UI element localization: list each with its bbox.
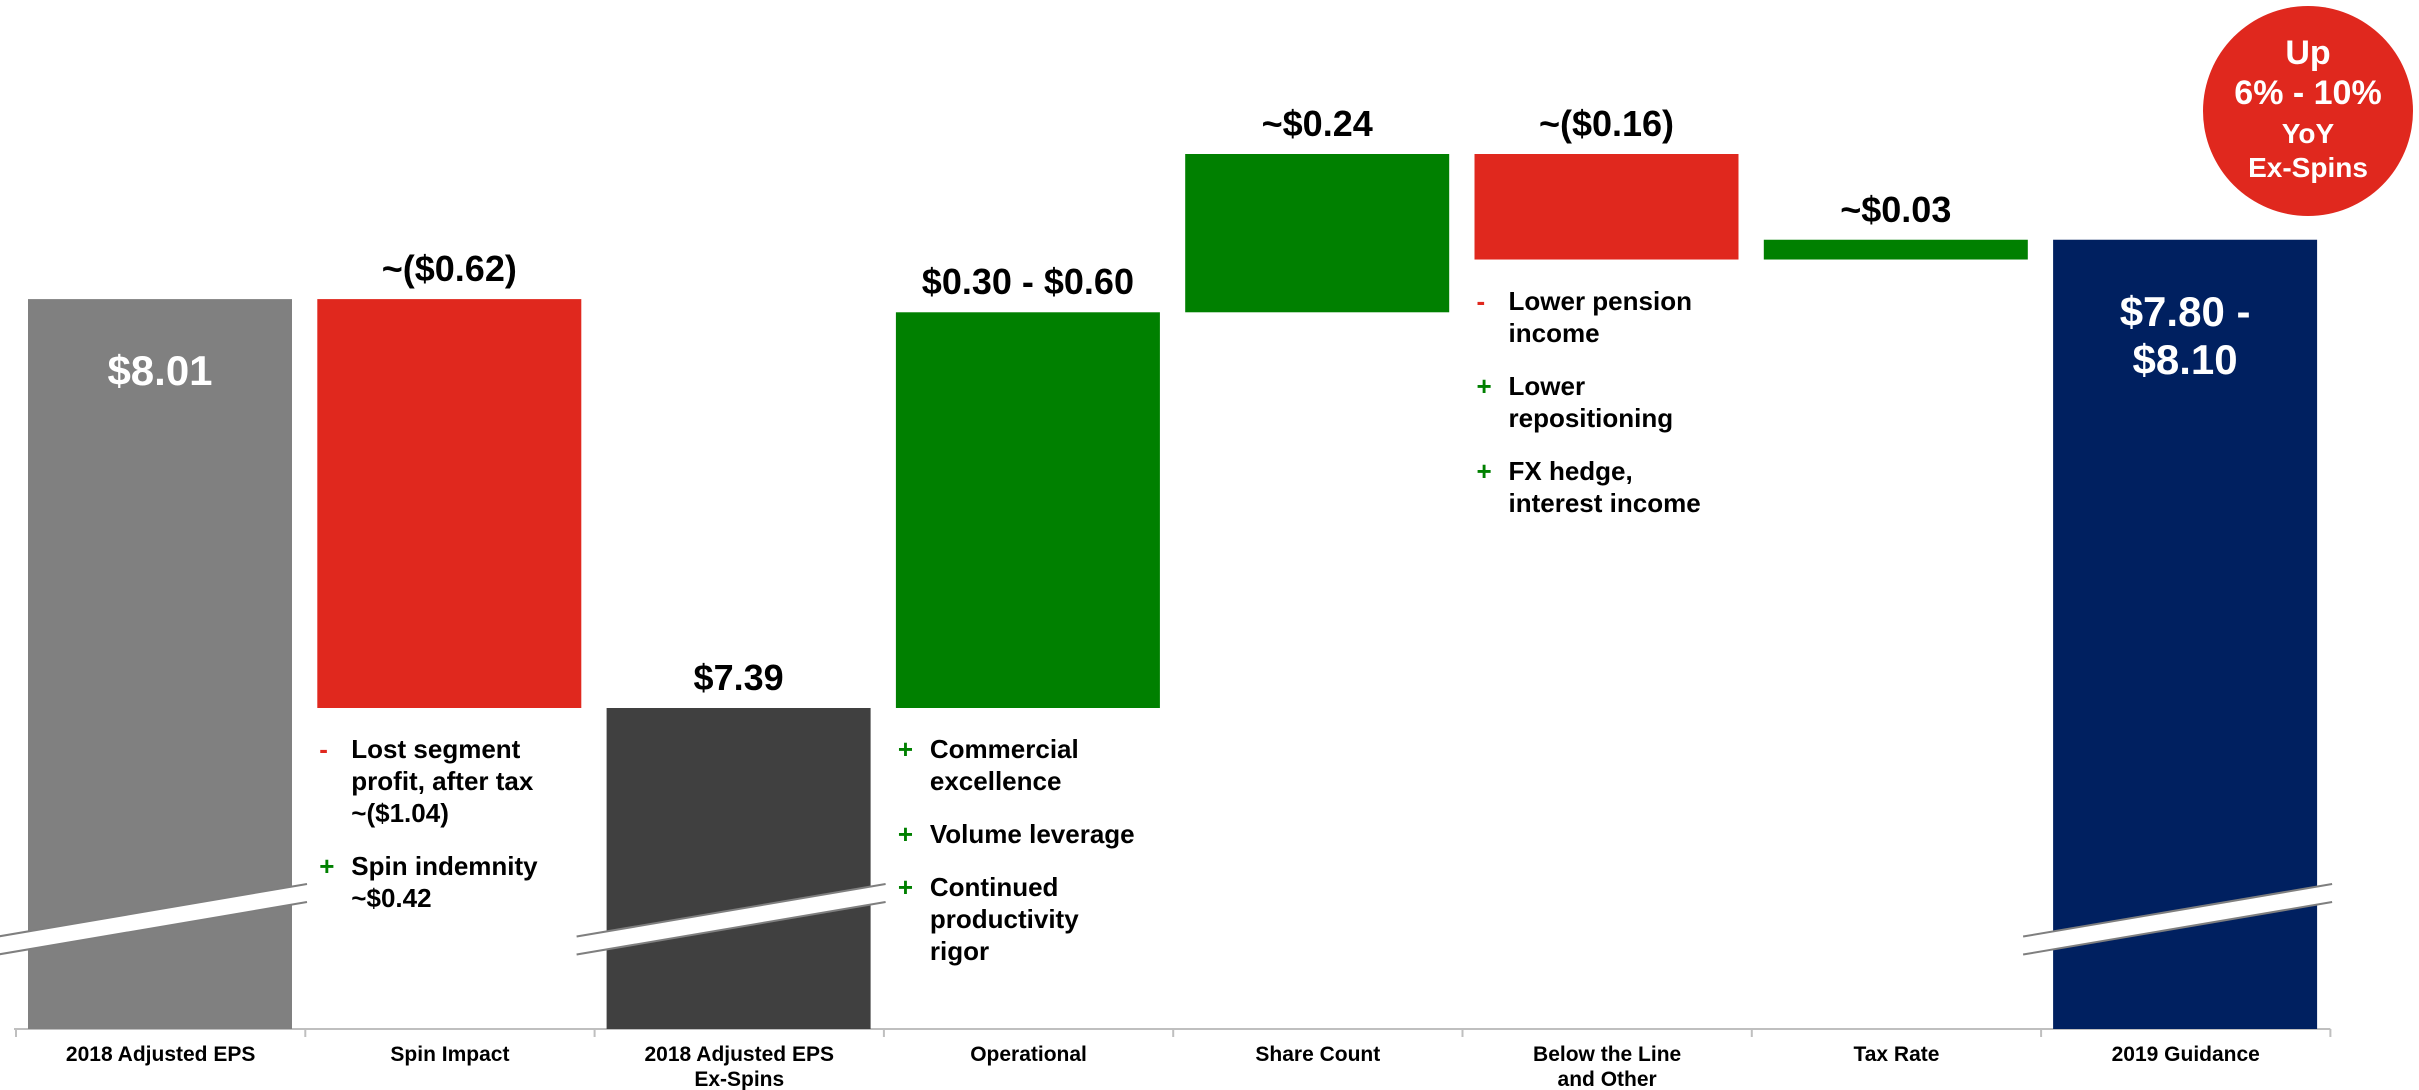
bar (1763, 239, 2028, 260)
bar (895, 312, 1160, 708)
note-text: Lost segment profit, after tax ~($1.04) (351, 734, 534, 828)
badge-text: YoY (2281, 118, 2335, 149)
note-sign: + (1476, 370, 1492, 401)
value-label: $0.30 - $0.60 (921, 261, 1134, 303)
note-sign: + (897, 734, 914, 764)
badge-text: Ex-Spins (2248, 152, 2368, 183)
value-label: ~($0.62) (381, 248, 517, 290)
note-sign: + (1476, 455, 1492, 486)
axis-break-line (576, 901, 886, 956)
axis-break (2023, 884, 2333, 955)
value-label: ~$0.24 (1261, 103, 1373, 144)
value-label: $7.80 - $8.10 (2119, 287, 2251, 383)
value-label: $7.39 (693, 657, 784, 698)
note-sign: + (319, 851, 335, 881)
badge-text: 6% - 10% (2234, 74, 2382, 112)
bar (317, 299, 582, 708)
x-tick-label: 2018 Adjusted EPS (65, 1043, 256, 1066)
x-tick-label: Tax Rate (1853, 1043, 1940, 1066)
x-tick-label: Spin Impact (390, 1043, 510, 1066)
axis-break-line (2022, 901, 2333, 956)
value-label: ~$0.03 (1840, 188, 1952, 230)
x-tick-label: 2019 Guidance (2111, 1043, 2260, 1066)
x-tick-label: 2018 Adjusted EPS Ex-Spins (644, 1043, 834, 1090)
badge-text: Up (2285, 34, 2331, 72)
note-text: Commercial excellence (929, 734, 1079, 796)
axis-break (0, 884, 307, 955)
bar (1474, 154, 1739, 260)
note-sign: + (897, 872, 914, 902)
x-tick-label: Below the Line and Other (1533, 1043, 1682, 1090)
note-text: Volume leverage (929, 819, 1135, 849)
axis-break-line (2022, 883, 2333, 938)
axis-break (576, 884, 886, 955)
axis-break-line (0, 883, 308, 938)
axis-break-line (576, 883, 886, 938)
note-sign: - (1476, 285, 1486, 316)
x-tick-label: Share Count (1255, 1043, 1381, 1066)
note-text: FX hedge, interest income (1508, 455, 1701, 518)
note-sign: + (897, 819, 914, 849)
axis-break-line (0, 901, 308, 956)
badge (2203, 6, 2413, 216)
value-label: ~($0.16) (1538, 103, 1675, 144)
bar (1185, 154, 1450, 313)
note-text: Lower pension income (1508, 285, 1692, 348)
note-sign: - (319, 734, 328, 764)
bar (606, 708, 871, 1029)
note-text: Continued productivity rigor (929, 872, 1079, 966)
x-tick-label: Operational (970, 1043, 1087, 1066)
note-text: Spin indemnity ~$0.42 (351, 851, 538, 913)
note-text: Lower repositioning (1508, 370, 1674, 433)
value-label: $8.01 (107, 347, 213, 395)
